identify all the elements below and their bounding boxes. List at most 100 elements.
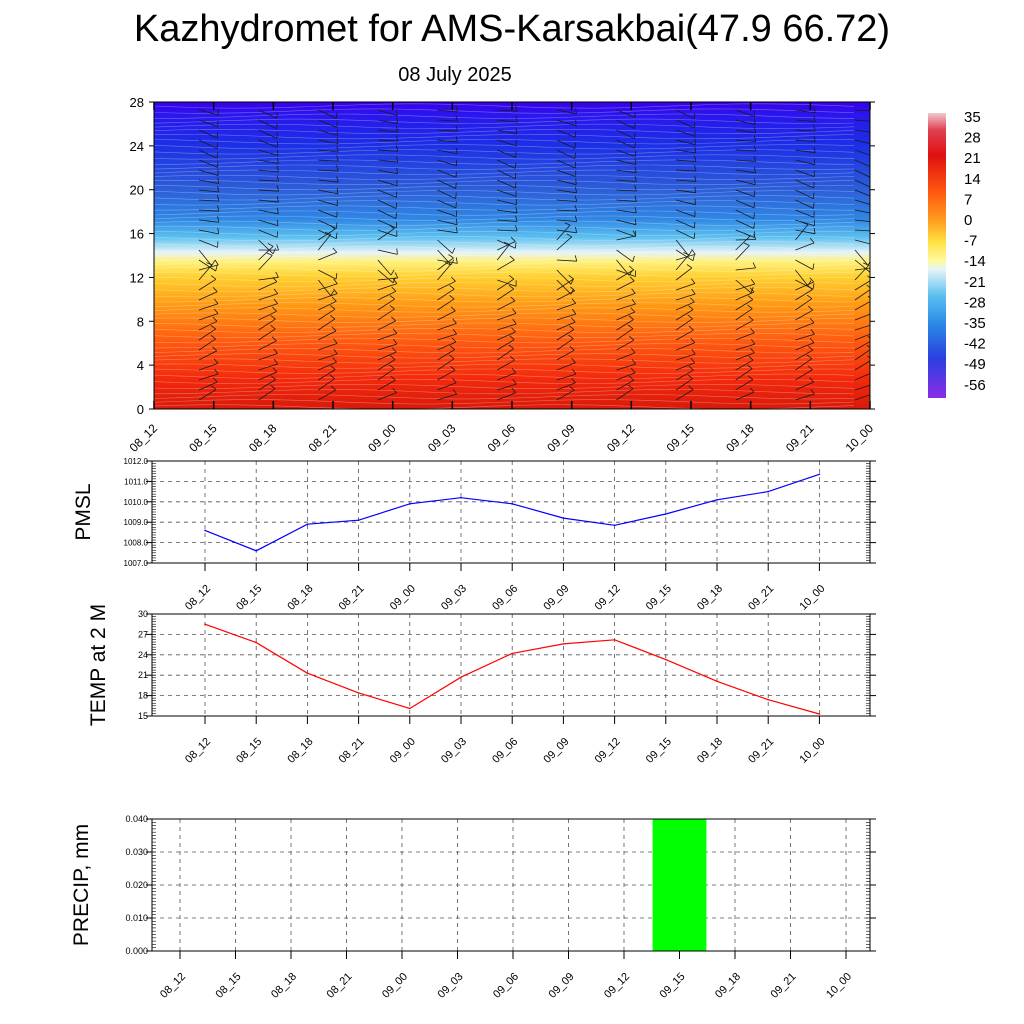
wind-barb: [735, 169, 756, 174]
wind-barb: [676, 189, 696, 194]
wind-barb: [258, 139, 278, 148]
wind-barb-flag: [632, 255, 635, 262]
wind-barb: [675, 253, 696, 261]
wind-barb: [437, 382, 457, 391]
data-point: [767, 698, 769, 701]
wind-barb: [676, 169, 697, 172]
isotherm: [154, 215, 855, 221]
wind-barb-flag: [687, 314, 693, 320]
wind-barb-flag: [690, 337, 696, 344]
wind-barb-flag: [330, 305, 336, 310]
wind-barb: [198, 373, 219, 381]
wind-barb: [198, 328, 217, 341]
wind-barb-flag: [873, 162, 874, 168]
wind-barb: [735, 319, 754, 331]
x-tick-label: 10_00: [824, 971, 854, 1001]
y-tick-label: 1007.0: [124, 559, 149, 568]
isotherm: [154, 108, 855, 114]
wind-barb-flag: [272, 248, 276, 254]
cs-y-tick-label: 0: [137, 402, 144, 417]
wind-barb-flag: [213, 308, 219, 314]
wind-barb: [377, 228, 395, 241]
isotherm: [154, 246, 855, 252]
wind-barb-flag: [217, 227, 219, 234]
wind-barb-flag: [213, 377, 218, 383]
isotherm: [154, 389, 855, 395]
wind-barb: [675, 129, 696, 137]
wind-barb-flag: [395, 202, 398, 209]
y-tick-label: 1011.0: [124, 477, 148, 486]
wind-barb: [198, 239, 218, 248]
wind-barb: [198, 363, 219, 371]
data-point: [665, 513, 667, 515]
cs-x-tick-label: 09_09: [544, 421, 578, 455]
wind-barb: [675, 109, 695, 120]
wind-barb: [616, 372, 636, 381]
x-tick-label: 10_00: [797, 583, 827, 613]
wind-barb-flag: [806, 294, 813, 300]
wind-barb-flag: [574, 205, 578, 212]
wind-barb-flag: [630, 367, 636, 374]
wind-barb-flag: [449, 285, 455, 290]
wind-barb: [675, 309, 694, 321]
isotherm: [154, 358, 855, 364]
wind-barb: [795, 309, 813, 321]
wind-barb-flag: [753, 201, 755, 209]
wind-barb-flag: [694, 146, 697, 153]
wind-barb: [198, 350, 217, 361]
precip-bar: [652, 819, 707, 951]
wind-barb-flag: [396, 248, 398, 255]
wind-barb-flag: [333, 278, 338, 285]
wind-barb-flag: [511, 327, 516, 333]
wind-barb-flag: [754, 126, 756, 133]
wind-barb-flag: [866, 344, 870, 349]
wind-barb: [497, 239, 516, 249]
wind-barb: [497, 179, 516, 189]
wind-barb-flag: [214, 259, 219, 266]
x-tick-label: 08_21: [337, 583, 367, 613]
wind-barb-flag: [574, 255, 578, 262]
wind-barb: [854, 267, 870, 271]
x-tick-label: 09_06: [490, 736, 520, 766]
wind-barb-flag: [514, 162, 517, 169]
wind-barb: [497, 199, 517, 206]
isotherm: [154, 322, 855, 328]
wind-barb: [616, 209, 637, 214]
wind-barb: [318, 179, 339, 183]
wind-barb-flag: [450, 365, 456, 371]
wind-barb-flag: [812, 263, 815, 270]
isotherm: [154, 292, 855, 298]
isotherm: [154, 128, 855, 135]
wind-barb-flag: [216, 195, 220, 202]
wind-barb: [318, 189, 338, 195]
wind-barb: [735, 291, 755, 301]
wind-barb: [854, 109, 870, 112]
wind-barb-flag: [753, 233, 757, 240]
isotherm: [154, 261, 855, 267]
wind-barb-flag: [693, 112, 696, 119]
wind-barb: [735, 235, 751, 251]
wind-barb-flag: [452, 377, 457, 384]
wind-barb-flag: [275, 271, 279, 278]
isotherm: [154, 230, 855, 237]
wind-barb-flag: [391, 286, 397, 292]
wind-barb: [616, 129, 635, 140]
wind-barb: [258, 363, 278, 371]
wind-barb-flag: [515, 105, 518, 112]
wind-barb-flag: [874, 239, 875, 245]
wind-barb: [437, 179, 456, 189]
wind-barb: [616, 363, 636, 371]
wind-barb: [795, 149, 816, 154]
isotherm: [154, 205, 855, 211]
isotherm: [154, 394, 855, 400]
wind-barb-flag: [515, 116, 518, 123]
wind-barb-flag: [813, 125, 816, 132]
wind-barb-flag: [629, 375, 635, 381]
y-tick-label: 30: [138, 609, 148, 619]
wind-barb: [198, 209, 220, 212]
wind-barb: [318, 149, 339, 153]
isotherm: [154, 307, 855, 313]
wind-barb-flag: [272, 277, 278, 282]
wind-barb: [795, 219, 815, 227]
wind-barb: [318, 219, 337, 229]
